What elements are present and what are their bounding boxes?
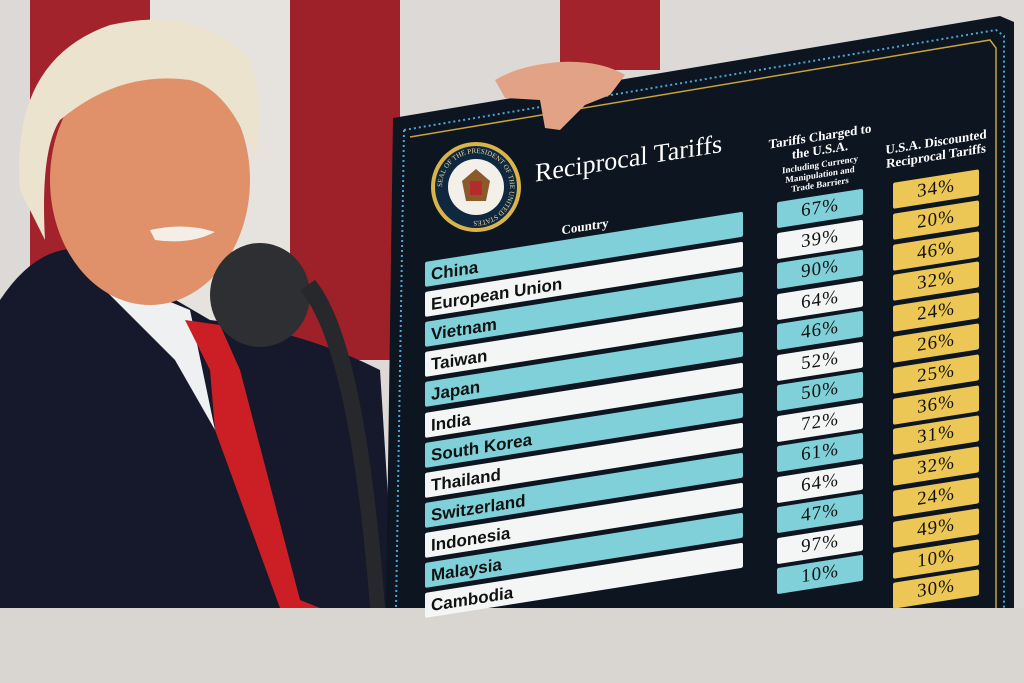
flag-stripe	[560, 0, 660, 70]
board-border	[403, 28, 1005, 608]
mic-stand	[300, 280, 385, 608]
photo: SEAL OF THE PRESIDENT OF THE UNITED STAT…	[0, 0, 1014, 608]
board-border	[409, 39, 997, 608]
face	[50, 55, 250, 305]
suit	[0, 248, 395, 608]
hair	[19, 19, 259, 240]
mouth	[150, 226, 215, 242]
tie	[185, 320, 320, 608]
page: SEAL OF THE PRESIDENT OF THE UNITED STAT…	[0, 0, 1014, 619]
seal-shield	[470, 181, 482, 195]
seal: SEAL OF THE PRESIDENT OF THE UNITED STAT…	[431, 142, 521, 232]
microphone	[210, 243, 310, 347]
hand	[495, 61, 625, 130]
